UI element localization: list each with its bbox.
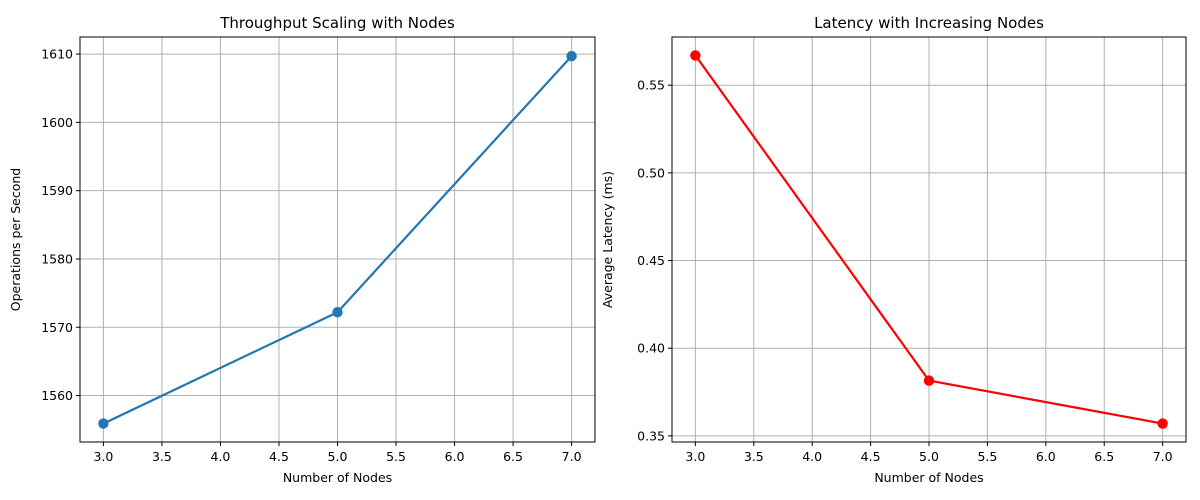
latency-x-tick-label: 3.0	[685, 449, 705, 464]
throughput-y-tick-label: 1580	[41, 251, 73, 266]
latency-chart-title: Latency with Increasing Nodes	[814, 14, 1044, 32]
latency-chart: 3.0 3.5 4.0 4.5 5.0 5.5 6.0 6.5 7.0 0.35 0.40 0.45 0…	[600, 14, 1187, 485]
throughput-grid	[80, 37, 595, 442]
latency-x-tick-label: 6.5	[1094, 449, 1114, 464]
latency-data-point	[690, 50, 701, 61]
latency-data-point	[923, 375, 935, 386]
latency-x-tick-label: 4.5	[861, 449, 881, 464]
latency-series	[690, 50, 1168, 429]
latency-y-tick-label: 0.55	[637, 78, 665, 93]
throughput-chart: 3.0 3.5 4.0 4.5 5.0 5.5 6.0 6.5 7.0 1560 1570 1580 1…	[8, 14, 596, 485]
throughput-y-tick-label: 1600	[41, 115, 73, 130]
throughput-data-point	[566, 50, 577, 62]
latency-x-tick-label: 7.0	[1153, 449, 1173, 464]
latency-x-tick-label: 3.5	[744, 449, 764, 464]
throughput-ticks: 3.0 3.5 4.0 4.5 5.0 5.5 6.0 6.5 7.0 1560 1570 1580 1…	[41, 47, 581, 464]
latency-data-point	[1157, 418, 1168, 429]
latency-x-tick-label: 6.0	[1036, 449, 1056, 464]
throughput-y-tick-label: 1610	[41, 47, 73, 62]
throughput-chart-title: Throughput Scaling with Nodes	[219, 14, 455, 32]
throughput-data-point	[98, 418, 109, 429]
throughput-x-tick-label: 6.5	[503, 449, 523, 464]
throughput-x-tick-label: 4.0	[211, 449, 231, 464]
throughput-x-axis-label: Number of Nodes	[283, 470, 392, 485]
throughput-x-tick-label: 5.5	[386, 449, 406, 464]
throughput-x-tick-label: 7.0	[562, 449, 582, 464]
throughput-y-tick-label: 1570	[41, 320, 73, 335]
latency-x-tick-label: 5.5	[977, 449, 997, 464]
latency-y-tick-label: 0.45	[637, 253, 665, 268]
throughput-y-tick-label: 1590	[41, 183, 73, 198]
latency-y-tick-label: 0.35	[637, 428, 665, 443]
throughput-y-tick-label: 1560	[41, 388, 73, 403]
latency-y-tick-label: 0.50	[637, 165, 665, 180]
latency-x-axis-label: Number of Nodes	[874, 470, 983, 485]
latency-x-tick-label: 4.0	[802, 449, 822, 464]
latency-plot-frame	[671, 36, 1187, 443]
latency-ticks: 3.0 3.5 4.0 4.5 5.0 5.5 6.0 6.5 7.0 0.35 0.40 0.45 0…	[637, 78, 1172, 464]
throughput-y-axis-label: Operations per Second	[8, 168, 23, 311]
throughput-x-tick-label: 4.5	[269, 449, 289, 464]
latency-grid	[672, 37, 1186, 442]
throughput-x-tick-label: 5.0	[328, 449, 348, 464]
latency-y-tick-label: 0.40	[637, 341, 665, 356]
latency-x-tick-label: 5.0	[919, 449, 939, 464]
throughput-series	[98, 50, 577, 429]
throughput-plot-frame	[79, 36, 596, 443]
throughput-data-point	[332, 307, 343, 318]
latency-y-axis-label: Average Latency (ms)	[600, 171, 615, 308]
throughput-x-tick-label: 3.5	[152, 449, 172, 464]
throughput-x-tick-label: 3.0	[93, 449, 113, 464]
throughput-x-tick-label: 6.0	[445, 449, 465, 464]
